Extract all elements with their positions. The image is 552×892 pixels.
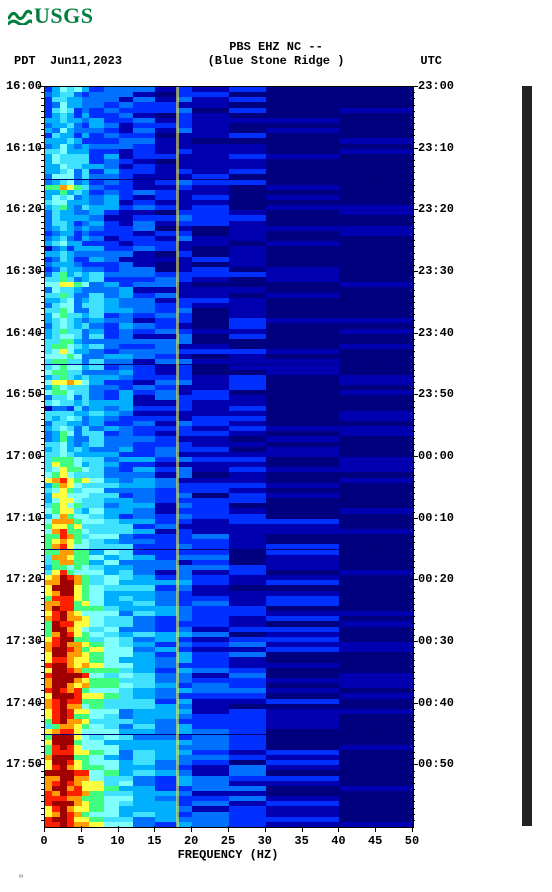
spectrogram-plot bbox=[44, 86, 414, 828]
y-right-label: 23:30 bbox=[418, 264, 468, 278]
x-tick-label: 35 bbox=[294, 834, 308, 848]
usgs-logo: USGS bbox=[8, 4, 93, 28]
y-left-label: 17:30 bbox=[2, 634, 42, 648]
y-left-label: 16:40 bbox=[2, 326, 42, 340]
y-right-label: 23:20 bbox=[418, 202, 468, 216]
y-left-label: 17:10 bbox=[2, 511, 42, 525]
y-left-label: 17:00 bbox=[2, 449, 42, 463]
y-right-label: 00:00 bbox=[418, 449, 468, 463]
colorbar bbox=[522, 86, 532, 826]
y-left-label: 16:00 bbox=[2, 79, 42, 93]
y-left-label: 17:50 bbox=[2, 757, 42, 771]
x-tick-label: 30 bbox=[258, 834, 272, 848]
x-axis-ticks: 05101520253035404550 bbox=[44, 826, 412, 846]
usgs-logo-text: USGS bbox=[34, 3, 93, 29]
y-right-label: 00:10 bbox=[418, 511, 468, 525]
y-left-label: 17:20 bbox=[2, 572, 42, 586]
y-right-label: 23:00 bbox=[418, 79, 468, 93]
x-tick-label: 20 bbox=[184, 834, 198, 848]
x-tick-label: 45 bbox=[368, 834, 382, 848]
footer-mark: " bbox=[18, 875, 24, 886]
y-left-label: 16:50 bbox=[2, 387, 42, 401]
station-name: (Blue Stone Ridge ) bbox=[0, 54, 552, 68]
y-right-label: 23:40 bbox=[418, 326, 468, 340]
y-right-label: 23:50 bbox=[418, 387, 468, 401]
y-right-label: 00:20 bbox=[418, 572, 468, 586]
y-left-label: 16:20 bbox=[2, 202, 42, 216]
y-right-label: 00:40 bbox=[418, 696, 468, 710]
y-left-label: 16:10 bbox=[2, 141, 42, 155]
x-tick-label: 10 bbox=[110, 834, 124, 848]
x-tick-label: 0 bbox=[40, 834, 47, 848]
y-right-label: 00:30 bbox=[418, 634, 468, 648]
y-right-label: 00:50 bbox=[418, 757, 468, 771]
y-left-label: 17:40 bbox=[2, 696, 42, 710]
wave-icon bbox=[8, 3, 32, 29]
tz-right-label: UTC bbox=[420, 54, 442, 68]
x-tick-label: 25 bbox=[221, 834, 235, 848]
station-title: PBS EHZ NC -- bbox=[0, 40, 552, 54]
y-right-label: 23:10 bbox=[418, 141, 468, 155]
x-tick-label: 5 bbox=[77, 834, 84, 848]
x-axis-title: FREQUENCY (HZ) bbox=[44, 848, 412, 862]
x-tick-label: 15 bbox=[147, 834, 161, 848]
x-tick-label: 40 bbox=[331, 834, 345, 848]
x-tick-label: 50 bbox=[405, 834, 419, 848]
y-left-label: 16:30 bbox=[2, 264, 42, 278]
